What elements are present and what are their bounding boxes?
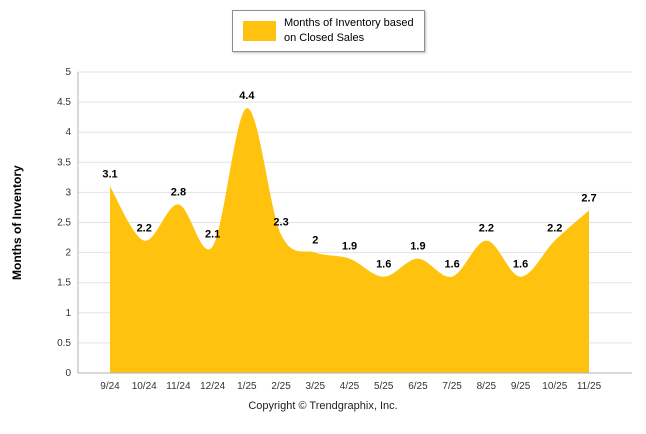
svg-text:0: 0 [65,368,71,379]
svg-text:2.2: 2.2 [137,223,152,235]
svg-text:5: 5 [65,67,71,78]
svg-text:1.9: 1.9 [342,241,357,253]
svg-text:1/25: 1/25 [237,381,257,392]
svg-text:7/25: 7/25 [442,381,462,392]
y-axis-ticks: 0 0.5 1 1.5 2 2.5 3 3.5 4 4.5 5 [57,67,71,379]
svg-text:2: 2 [312,235,318,247]
y-axis-title: Months of Inventory [10,165,24,280]
svg-text:11/24: 11/24 [166,381,191,392]
svg-text:4.4: 4.4 [239,90,255,102]
svg-text:3.5: 3.5 [57,157,71,168]
svg-text:0.5: 0.5 [57,338,71,349]
copyright: Copyright © Trendgraphix, Inc. [248,400,398,412]
svg-text:2.2: 2.2 [547,223,562,235]
svg-text:1.6: 1.6 [444,259,459,271]
svg-text:3/25: 3/25 [306,381,326,392]
svg-text:1.6: 1.6 [376,259,391,271]
svg-text:9/25: 9/25 [511,381,531,392]
svg-text:2.2: 2.2 [479,223,494,235]
svg-text:2: 2 [65,248,71,259]
svg-text:11/25: 11/25 [577,381,602,392]
svg-text:3: 3 [65,187,71,198]
data-labels: 3.1 2.2 2.8 2.1 4.4 2.3 2 1.9 1.6 1.9 1.6 2.2 1.6 2.2… [102,90,596,271]
legend-swatch [243,20,276,41]
x-axis-ticks: 9/24 10/24 11/24 12/24 1/25 2/25 3/25 4/25 5/25 6… [100,381,601,392]
svg-text:3.1: 3.1 [102,168,117,180]
legend-label: Months of Inventory based on Closed Sale… [284,17,414,44]
svg-text:1.5: 1.5 [57,278,71,289]
svg-text:4: 4 [65,127,71,138]
svg-text:5/25: 5/25 [374,381,394,392]
axes [77,72,632,374]
svg-text:10/24: 10/24 [132,381,157,392]
svg-text:2.7: 2.7 [581,192,596,204]
svg-text:1: 1 [65,308,71,319]
svg-text:2.5: 2.5 [57,218,71,229]
svg-text:12/24: 12/24 [200,381,225,392]
chart-legend: Months of Inventory based on Closed Sale… [232,10,425,52]
svg-text:8/25: 8/25 [477,381,497,392]
svg-text:1.6: 1.6 [513,259,528,271]
svg-text:2/25: 2/25 [271,381,291,392]
svg-text:2.1: 2.1 [205,229,220,241]
area-series [110,108,589,373]
svg-text:4.5: 4.5 [57,97,71,108]
svg-text:10/25: 10/25 [542,381,567,392]
svg-text:6/25: 6/25 [408,381,428,392]
svg-text:2.8: 2.8 [171,186,186,198]
svg-text:9/24: 9/24 [100,381,120,392]
svg-text:1.9: 1.9 [410,241,425,253]
svg-text:4/25: 4/25 [340,381,360,392]
svg-text:2.3: 2.3 [273,217,288,229]
